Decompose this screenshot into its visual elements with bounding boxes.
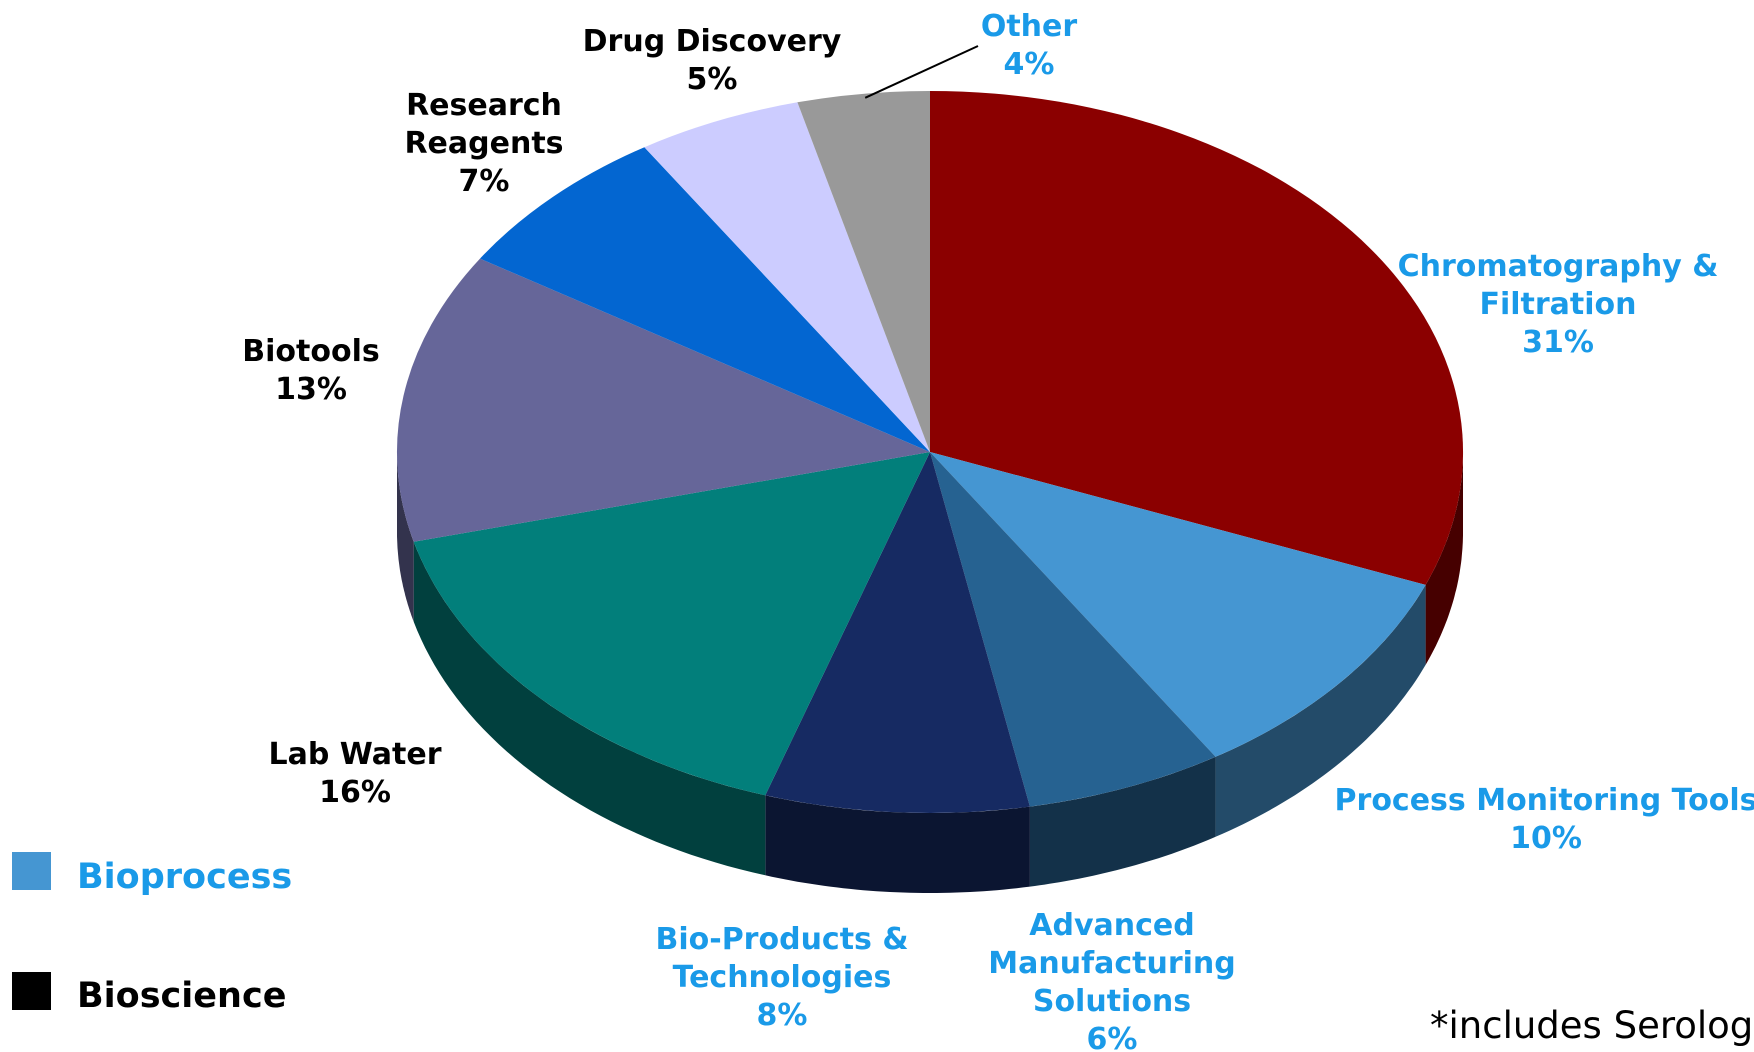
pie-slice-process-monitoring-tools <box>930 452 1426 757</box>
slice-label-process-monitoring-tools: Process Monitoring Tools 10% <box>1335 783 1754 856</box>
pie-slice-other <box>797 90 930 453</box>
pie-slice-research-reagents <box>480 147 930 452</box>
legend-swatch-bioprocess <box>12 852 51 890</box>
pie-3d-sides <box>397 452 1463 893</box>
legend: Bioprocess Bioscience <box>12 852 292 1016</box>
pie-slice-bio-products-technologies <box>765 452 1030 813</box>
slice-label-biotools: Biotools 13% <box>242 334 379 407</box>
slice-label-other: Other 4% <box>981 9 1078 82</box>
slice-side-advanced-manufacturing-solutions <box>1029 756 1216 887</box>
slice-label-lab-water: Lab Water 16% <box>268 737 441 810</box>
pie-slice-drug-discovery <box>644 102 930 453</box>
pie-slice-biotools <box>396 258 930 542</box>
pie-slice-chromatography-filtration <box>930 91 1464 585</box>
slice-side-biotools <box>397 452 414 622</box>
leader-line-other <box>864 45 979 99</box>
slice-side-lab-water <box>413 541 766 876</box>
slice-side-bio-products-technologies <box>765 795 1030 893</box>
legend-swatch-bioscience <box>12 972 51 1010</box>
slice-label-bio-products-technologies: Bio-Products & Technologies 8% <box>655 922 908 1033</box>
footnote: *includes Serolog <box>1430 1004 1753 1047</box>
pie-slices <box>396 90 1464 813</box>
slice-label-chromatography-filtration: Chromatography & Filtration 31% <box>1398 249 1719 360</box>
pie-slice-advanced-manufacturing-solutions <box>930 452 1216 807</box>
slice-label-research-reagents: Research Reagents 7% <box>404 88 563 199</box>
slice-labels: Chromatography & Filtration 31% Process Mon… <box>242 9 1754 1052</box>
pie-slice-lab-water <box>413 452 930 796</box>
leader-lines <box>864 45 979 99</box>
slice-side-chromatography-filtration <box>1425 452 1463 665</box>
legend-label-bioprocess: Bioprocess <box>77 857 292 897</box>
slice-side-process-monitoring-tools <box>1215 584 1426 837</box>
legend-label-bioscience: Bioscience <box>77 976 286 1016</box>
slice-label-drug-discovery: Drug Discovery 5% <box>583 24 842 97</box>
slice-label-advanced-manufacturing-solutions: Advanced Manufacturing Solutions 6% <box>988 908 1236 1052</box>
